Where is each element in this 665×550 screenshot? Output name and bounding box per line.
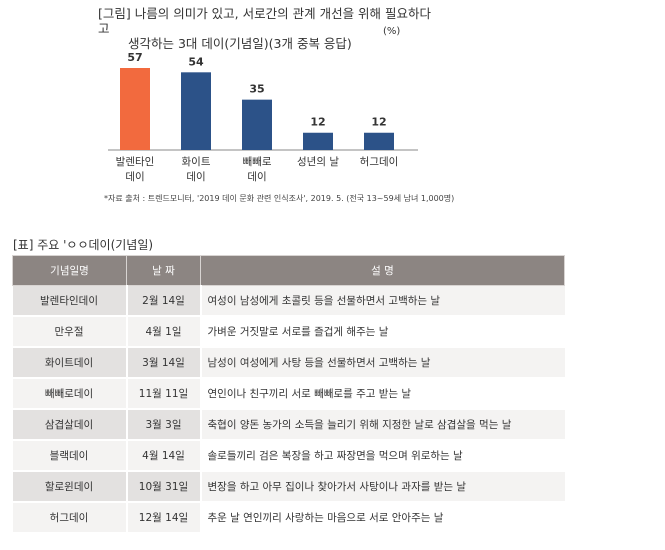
cell-date: 3월 14일 [126,347,202,379]
bar [364,132,394,150]
cell-name: 발렌타인데이 [12,285,128,317]
cell-description: 솔로들끼리 검은 복장을 하고 짜장면을 먹으며 위로하는 날 [200,439,565,472]
cell-description: 가벼운 거짓말로 서로를 즐겁게 해주는 날 [200,315,565,348]
table-row: 허그데이 12월 14일 추운 날 연인끼리 사랑하는 마음으로 서로 안아주는 날 [12,501,565,534]
cell-name: 만우절 [12,316,128,348]
cell-name: 할로윈데이 [12,471,128,503]
cell-description: 추운 날 연인끼리 사랑하는 마음으로 서로 안아주는 날 [200,501,565,534]
category-label: 데이 [247,171,266,183]
cell-date: 10월 31일 [126,471,202,503]
bar-value-label: 35 [249,83,264,96]
bar [303,132,333,150]
figure-title-line2: 생각하는 3대 데이(기념일)(3개 중복 응답) [128,36,352,51]
figure-title-line1: [그림] 나름의 의미가 있고, 서로간의 관계 개선을 위해 필요하다고 [98,6,432,36]
cell-description: 남성이 여성에게 사탕 등을 선물하면서 고백하는 날 [200,347,565,379]
bar-value-label: 12 [310,116,325,129]
header-description: 설 명 [200,255,565,286]
category-label: 화이트 [182,156,211,168]
source-note: *자료 출처 : 트렌드모니터, '2019 데이 문화 관련 인식조사', 2… [104,194,455,203]
bar-value-label: 12 [371,116,386,129]
bar [242,99,272,150]
cell-date: 11월 11일 [126,378,202,410]
cell-description: 축협이 양돈 농가의 소득을 늘리기 위해 지정한 날로 삼겹살을 먹는 날 [200,409,565,441]
category-label: 데이 [186,171,205,183]
category-label: 성년의 날 [297,156,339,168]
table-row: 만우절 4월 1일 가벼운 거짓말로 서로를 즐겁게 해주는 날 [12,315,565,348]
table-row: 블랙데이 4월 14일 솔로들끼리 검은 복장을 하고 짜장면을 먹으며 위로하는 … [12,439,565,472]
table-row: 빼빼로데이 11월 11일 연인이나 친구끼리 서로 빼빼로를 주고 받는 날 [12,377,565,410]
cell-name: 허그데이 [12,502,128,534]
header-date: 날 짜 [126,255,201,286]
bar-value-label: 57 [127,51,142,64]
cell-name: 빼빼로데이 [12,378,128,410]
cell-date: 12월 14일 [126,502,202,534]
table-caption: [표] 주요 'ㅇㅇ데이(기념일) [13,238,154,252]
category-label: 허그데이 [360,156,399,168]
table-row: 발렌타인데이 2월 14일 여성이 남성에게 초콜릿 등을 선물하면서 고백하는 날 [12,285,565,317]
category-label: 발렌타인 [116,156,155,168]
category-label: 빼빼로 [243,156,272,168]
table-header-row: 기념일명 날 짜 설 명 [12,255,565,286]
cell-description: 연인이나 친구끼리 서로 빼빼로를 주고 받는 날 [200,377,565,410]
bar [120,68,150,150]
cell-date: 2월 14일 [126,285,202,317]
days-table: 기념일명 날 짜 설 명 발렌타인데이 2월 14일 여성이 남성에게 초콜릿 등을… [12,255,565,534]
cell-name: 블랙데이 [12,440,128,472]
cell-date: 4월 14일 [126,440,202,472]
bar [181,72,211,150]
unit-label: (%) [383,26,401,37]
cell-description: 변장을 하고 아무 집이나 찾아가서 사탕이나 과자를 받는 날 [200,471,565,503]
bar-chart: 57 발렌타인데이 54 화이트데이 35 빼빼로데이 12 성년의 날 12 허그데이 [108,51,418,183]
table-row: 할로윈데이 10월 31일 변장을 하고 아무 집이나 찾아가서 사탕이나 과자를 … [12,471,565,503]
table-row: 삼겹살데이 3월 3일 축협이 양돈 농가의 소득을 늘리기 위해 지정한 날로 삼… [12,409,565,441]
cell-name: 화이트데이 [12,347,128,379]
category-label: 데이 [125,171,144,183]
bar-value-label: 54 [188,55,204,68]
figure-title: [그림] 나름의 의미가 있고, 서로간의 관계 개선을 위해 필요하다고 생각… [98,6,438,51]
table-row: 화이트데이 3월 14일 남성이 여성에게 사탕 등을 선물하면서 고백하는 날 [12,347,565,379]
header-name: 기념일명 [12,255,127,286]
cell-name: 삼겹살데이 [12,409,128,441]
cell-date: 3월 3일 [126,409,202,441]
cell-date: 4월 1일 [126,316,202,348]
cell-description: 여성이 남성에게 초콜릿 등을 선물하면서 고백하는 날 [200,285,565,317]
